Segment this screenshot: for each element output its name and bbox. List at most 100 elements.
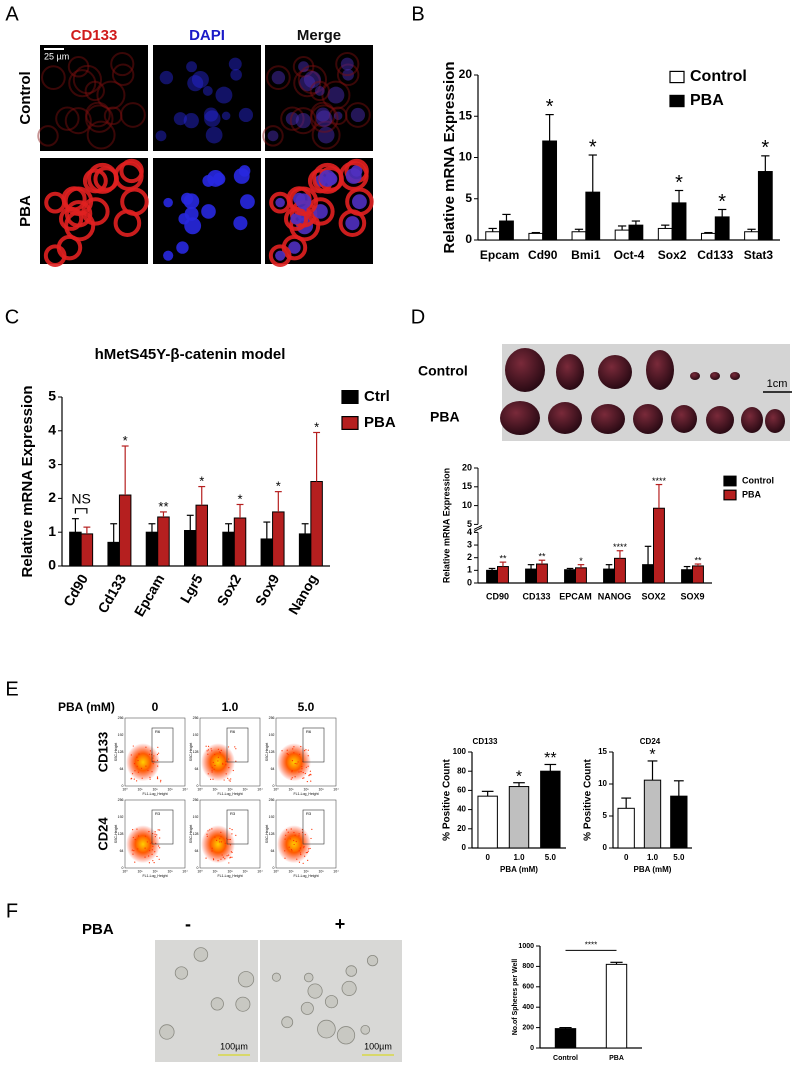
cell-stain: [312, 162, 344, 194]
bar: [564, 569, 577, 584]
panel-label: B: [411, 3, 424, 25]
flow-event: [226, 855, 228, 857]
chart-title: CD133: [473, 737, 498, 746]
y-tick-label: 600: [522, 984, 534, 991]
gate: [302, 727, 325, 763]
sphere: [341, 980, 357, 996]
flow-event: [211, 850, 213, 852]
flow-event: [298, 833, 300, 835]
flow-axis-label: SSC-Height: [189, 825, 193, 844]
flow-axis-label: SSC-Height: [265, 825, 269, 844]
flow-event: [235, 760, 237, 762]
flow-event: [307, 749, 309, 751]
flow-event: [291, 771, 293, 773]
flow-event: [303, 847, 305, 849]
flow-event: [152, 845, 154, 847]
legend-swatch: [723, 475, 737, 487]
column-header: CD133: [71, 27, 118, 44]
x-tick-label: 5.0: [545, 853, 557, 862]
x-tick-label: Sox2: [658, 248, 687, 262]
x-tick-label: Sox9: [252, 571, 283, 608]
y-tick-label: 4: [48, 422, 56, 438]
flow-event: [309, 770, 312, 772]
flow-tick: 192: [269, 815, 275, 819]
row-label: CD133: [95, 732, 110, 772]
x-axis-label: PBA (mM): [634, 865, 672, 874]
flow-event: [220, 841, 223, 843]
panel-label: C: [5, 306, 19, 328]
sphere: [366, 955, 379, 967]
bar: [233, 517, 247, 567]
flow-event: [305, 766, 307, 768]
flow-cloud: [201, 825, 235, 864]
flow-event: [217, 756, 220, 758]
flow-event: [152, 760, 154, 762]
bar: [486, 569, 498, 584]
bar: [617, 807, 635, 849]
panel-label: D: [411, 306, 425, 328]
nucleus: [183, 193, 200, 210]
nucleus: [238, 107, 254, 123]
row-label: PBA: [82, 921, 114, 938]
flow-event: [134, 861, 136, 863]
y-tick-label: 0: [530, 1045, 534, 1052]
bar: [184, 530, 197, 567]
sphere: [210, 997, 224, 1011]
flow-tick: 10⁰: [122, 787, 128, 791]
flow-event: [151, 849, 153, 851]
flow-event: [157, 829, 159, 831]
bar: [499, 220, 514, 241]
x-tick-label: SOX2: [641, 591, 665, 601]
sphere: [360, 1025, 371, 1035]
significance-label: **: [538, 551, 546, 561]
bar: [508, 786, 530, 849]
nucleus: [350, 107, 366, 123]
flow-event: [232, 769, 234, 772]
flow-event: [211, 771, 213, 773]
flow-event: [133, 763, 136, 765]
flow-event: [205, 857, 207, 859]
y-axis-label: % Positive Count: [442, 758, 453, 840]
flow-event: [159, 829, 161, 831]
flow-event: [159, 837, 161, 839]
significance-label: *: [276, 479, 281, 494]
nucleus: [345, 216, 360, 231]
flow-event: [291, 850, 293, 852]
flow-tick: 10⁴: [182, 787, 188, 791]
flow-event: [148, 862, 151, 864]
flow-event: [159, 847, 161, 849]
y-axis-label: Relative mRNA Expression: [441, 61, 458, 253]
x-tick-label: Oct-4: [614, 248, 645, 262]
flow-event: [132, 836, 134, 839]
flow-event: [310, 780, 312, 782]
tumor: [646, 350, 674, 390]
flow-event: [219, 838, 221, 840]
panel-label: F: [6, 900, 18, 922]
gate: [226, 809, 249, 845]
cell-stain: [111, 63, 135, 87]
flow-event: [306, 780, 308, 783]
flow-tick: 10¹: [212, 787, 218, 791]
cell-stain: [310, 101, 336, 128]
significance-label: *: [761, 137, 769, 159]
y-tick-label: 0: [465, 232, 472, 246]
flow-event: [131, 777, 133, 780]
bar: [744, 231, 759, 241]
flow-event: [144, 835, 147, 837]
tumor: [690, 372, 700, 380]
cell-stain: [345, 102, 371, 128]
flow-event: [309, 847, 311, 850]
bar: [485, 231, 501, 241]
flow-event: [206, 750, 208, 752]
y-tick-label: 1000: [518, 943, 534, 950]
x-tick-label: 5.0: [673, 853, 685, 862]
flow-event: [231, 833, 233, 835]
bar: [692, 565, 704, 584]
nucleus: [207, 169, 224, 187]
flow-event: [136, 828, 138, 830]
bar: [69, 531, 82, 567]
flow-tick: 64: [271, 767, 275, 771]
significance-label: **: [158, 499, 168, 514]
flow-event: [289, 838, 291, 840]
